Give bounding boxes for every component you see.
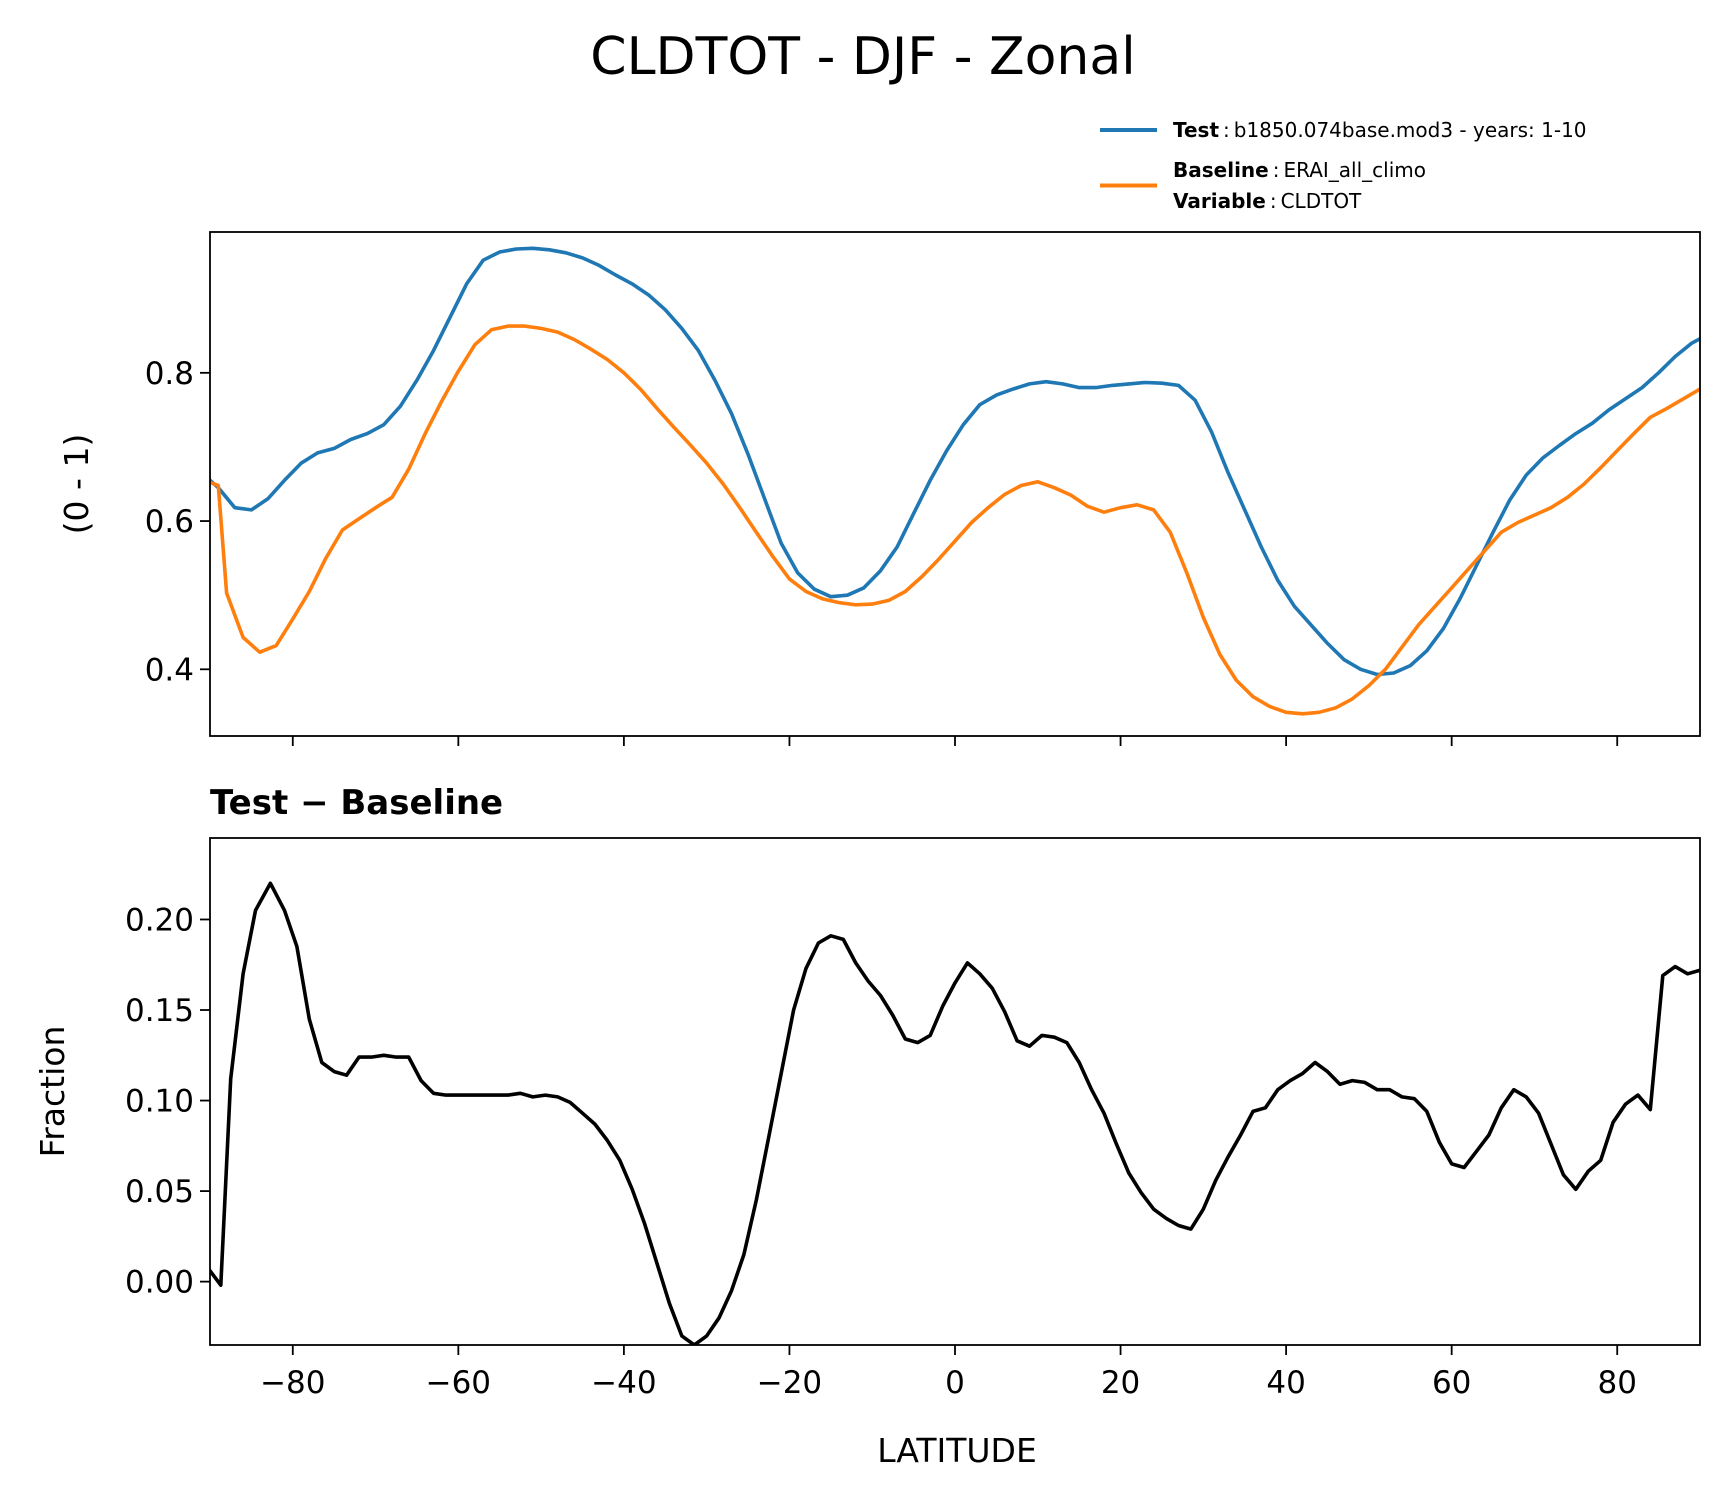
x-tick-label: −20 xyxy=(757,1365,822,1401)
x-tick-label: −80 xyxy=(260,1365,325,1401)
legend: Test: b1850.074base.mod3 - years: 1-10Bas… xyxy=(1100,118,1587,213)
series-line-baseline xyxy=(210,324,1700,716)
legend-value: ERAI_all_climo xyxy=(1283,158,1426,182)
legend-key: Baseline xyxy=(1173,158,1269,182)
series-line-test xyxy=(210,246,1700,677)
x-tick-label: −40 xyxy=(591,1365,656,1401)
plot-frame xyxy=(209,231,1701,737)
x-tick-label: 80 xyxy=(1597,1365,1636,1401)
x-axis-label: LATITUDE xyxy=(877,1431,1037,1470)
y-tick-label: 0.20 xyxy=(125,902,194,938)
legend-separator: : xyxy=(1270,189,1277,213)
x-tick-label: 20 xyxy=(1101,1365,1140,1401)
x-tick-label: −60 xyxy=(426,1365,491,1401)
y-tick-label: 0.10 xyxy=(125,1084,194,1120)
legend-key: Variable xyxy=(1173,189,1266,213)
series-line-difference xyxy=(210,881,1700,1345)
x-tick-label: 40 xyxy=(1266,1365,1305,1401)
difference-panel: 0.00 0.05 0.10 0.15 0.20 −80 −60 −40 −20 0 20 40 60 8… xyxy=(33,783,1701,1401)
y-axis-label: (0 - 1) xyxy=(57,434,96,535)
y-axis-label: Fraction xyxy=(33,1026,72,1158)
legend-value: CLDTOT xyxy=(1281,189,1362,213)
legend-value: b1850.074base.mod3 - years: 1-10 xyxy=(1234,118,1587,142)
legend-entry-test: Test: b1850.074base.mod3 - years: 1-10 xyxy=(1173,118,1587,142)
legend-separator: : xyxy=(1223,118,1230,142)
y-tick-label: 0.6 xyxy=(145,504,194,540)
legend-entry-baseline: Variable: CLDTOT xyxy=(1173,189,1362,213)
legend-key: Test xyxy=(1173,118,1219,142)
y-tick-label: 0.15 xyxy=(125,993,194,1029)
zonal-mean-panel: 0.4 0.6 0.8 (0 - 1) xyxy=(57,231,1701,746)
panel-subtitle: Test − Baseline xyxy=(210,783,503,823)
chart-title: CLDTOT - DJF - Zonal xyxy=(590,27,1135,87)
y-tick-label: 0.4 xyxy=(145,652,194,688)
y-tick-label: 0.05 xyxy=(125,1174,194,1210)
legend-separator: : xyxy=(1273,158,1280,182)
x-tick-label: 0 xyxy=(945,1365,965,1401)
y-tick-label: 0.00 xyxy=(125,1265,194,1301)
legend-entry-baseline: Baseline: ERAI_all_climo xyxy=(1173,158,1426,182)
x-tick-label: 60 xyxy=(1432,1365,1471,1401)
y-tick-label: 0.8 xyxy=(145,356,194,392)
